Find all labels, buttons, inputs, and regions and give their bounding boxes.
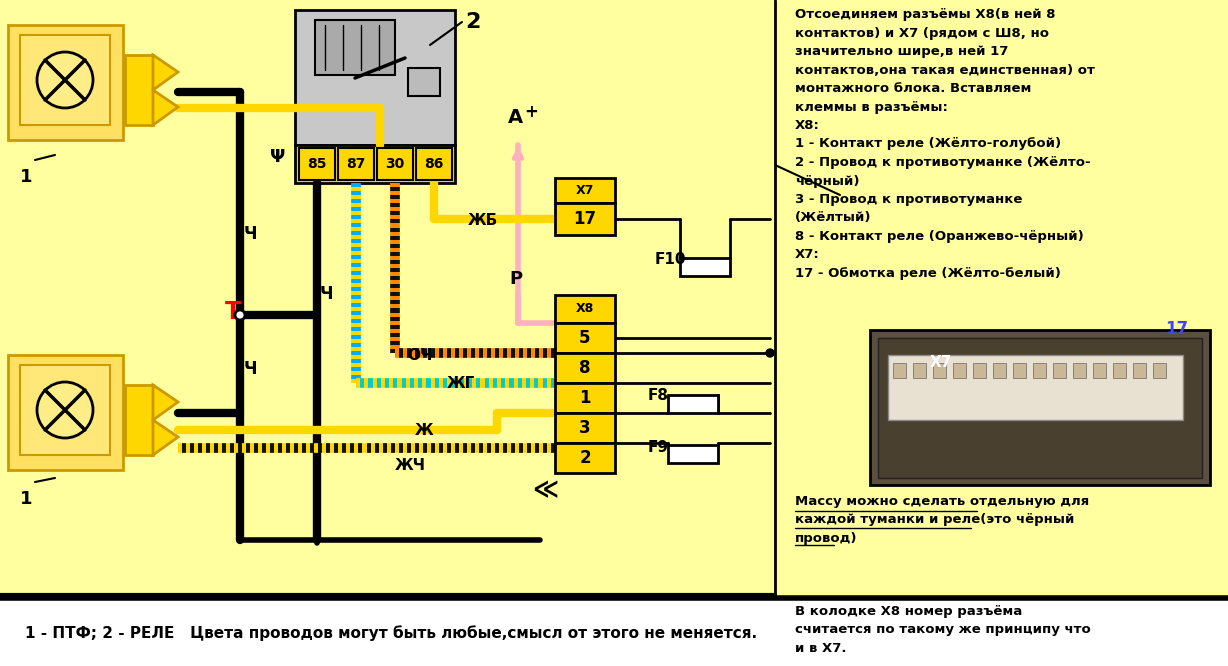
Circle shape (766, 349, 774, 357)
Bar (0, 595, 1228, 666)
Text: ≪: ≪ (532, 478, 558, 502)
Bar (953, 363, 966, 378)
Text: Ч: Ч (244, 225, 258, 243)
Bar (933, 363, 946, 378)
Text: 1: 1 (580, 389, 591, 407)
Text: 17: 17 (1165, 320, 1189, 338)
Text: X8: X8 (576, 302, 594, 316)
Text: Отсоединяем разъёмы Х8(в ней 8
контактов) и Х7 (рядом с Ш8, но
значительно шире,: Отсоединяем разъёмы Х8(в ней 8 контактов… (795, 8, 1095, 280)
Text: Массу можно сделать отдельную для
каждой туманки и реле(это чёрный
провод): Массу можно сделать отдельную для каждой… (795, 495, 1089, 545)
Circle shape (235, 310, 246, 320)
Bar (1013, 363, 1027, 378)
Bar (1052, 363, 1066, 378)
Bar (555, 443, 615, 473)
Bar (416, 148, 452, 180)
Bar (668, 445, 718, 463)
Text: 17: 17 (573, 210, 597, 228)
Text: ЖЧ: ЖЧ (395, 458, 426, 473)
Bar (993, 363, 1006, 378)
Text: 30: 30 (386, 157, 404, 171)
Bar (316, 20, 395, 75)
Bar (878, 338, 1202, 478)
Bar (888, 355, 1183, 420)
Bar (0, 0, 775, 595)
Bar (338, 148, 375, 180)
Text: 8: 8 (580, 359, 591, 377)
Bar (555, 178, 615, 203)
Bar (20, 365, 111, 455)
Bar (1073, 363, 1086, 378)
Text: +: + (524, 103, 538, 121)
Text: P: P (508, 270, 522, 288)
Bar (9, 25, 123, 140)
Polygon shape (154, 55, 178, 90)
Text: 86: 86 (425, 157, 443, 171)
Text: 87: 87 (346, 157, 366, 171)
Bar (555, 353, 615, 383)
Text: F10: F10 (655, 252, 686, 267)
Text: Ч: Ч (244, 360, 258, 378)
Bar (295, 10, 456, 145)
Text: Ж: Ж (415, 423, 433, 438)
Bar (408, 68, 440, 96)
Text: A: A (508, 108, 523, 127)
Circle shape (37, 382, 93, 438)
Text: 3: 3 (580, 419, 591, 437)
Bar (668, 395, 718, 413)
Text: 1: 1 (20, 168, 32, 186)
Text: Ψ: Ψ (270, 148, 286, 166)
Bar (555, 383, 615, 413)
Text: ЖГ: ЖГ (447, 376, 475, 391)
Bar (680, 258, 729, 276)
Bar (1133, 363, 1146, 378)
Polygon shape (154, 420, 178, 455)
Circle shape (37, 52, 93, 108)
Bar (295, 145, 456, 183)
Bar (912, 363, 926, 378)
Bar (555, 295, 615, 323)
Bar (377, 148, 413, 180)
Text: Ч: Ч (321, 285, 334, 303)
Bar (1093, 363, 1106, 378)
Bar (973, 363, 986, 378)
Text: В колодке Х8 номер разъёма
считается по такому же принципу что
и в Х7.: В колодке Х8 номер разъёма считается по … (795, 605, 1090, 655)
Text: 1 - ПТФ; 2 - РЕЛЕ   Цвета проводов могут быть любые,смысл от этого не меняется.: 1 - ПТФ; 2 - РЕЛЕ Цвета проводов могут б… (25, 625, 758, 641)
Text: 1: 1 (20, 490, 32, 508)
Text: X7: X7 (930, 355, 953, 370)
Bar (1113, 363, 1126, 378)
Polygon shape (154, 385, 178, 420)
Bar (893, 363, 906, 378)
Text: T: T (225, 300, 241, 324)
Text: ОЧ: ОЧ (406, 348, 432, 363)
Text: F9: F9 (648, 440, 669, 455)
Text: F8: F8 (648, 388, 669, 403)
Bar (1033, 363, 1046, 378)
Bar (555, 203, 615, 235)
Bar (869, 330, 1210, 485)
Bar (20, 35, 111, 125)
Bar (1153, 363, 1167, 378)
Polygon shape (154, 90, 178, 125)
Text: 2: 2 (580, 449, 591, 467)
Bar (775, 0, 1228, 595)
Text: 5: 5 (580, 329, 591, 347)
Bar (125, 55, 154, 125)
Text: 2: 2 (465, 12, 480, 32)
Bar (298, 148, 335, 180)
Bar (9, 355, 123, 470)
Bar (125, 385, 154, 455)
Text: ЖБ: ЖБ (468, 213, 499, 228)
Bar (555, 413, 615, 443)
Bar (555, 323, 615, 353)
Text: X7: X7 (576, 184, 594, 198)
Text: 85: 85 (307, 157, 327, 171)
